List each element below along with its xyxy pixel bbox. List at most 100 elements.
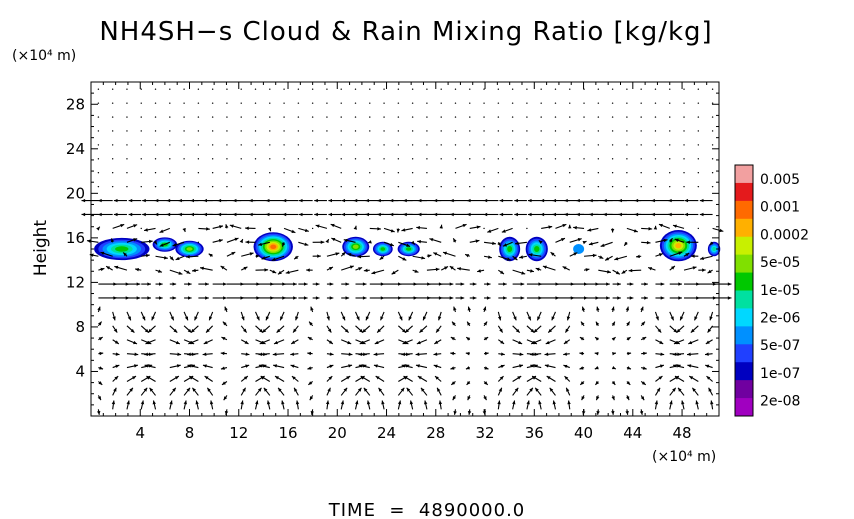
legend-swatch — [735, 200, 753, 220]
vector-dot — [426, 172, 428, 174]
wind-arrow-head — [222, 321, 227, 326]
vector-dot — [497, 116, 500, 118]
vector-dot — [426, 185, 428, 188]
wind-arrow-head — [450, 198, 454, 203]
vector-dot — [683, 185, 685, 188]
wind-arrow-head — [340, 400, 345, 405]
wind-arrow-head — [656, 387, 661, 392]
vector-dot — [440, 116, 442, 118]
vector-dot — [340, 172, 342, 174]
wind-arrow-head — [358, 352, 363, 357]
wind-arrow-head — [546, 376, 551, 380]
wind-arrow-head — [112, 316, 116, 321]
cloud-contour — [115, 246, 129, 252]
vector-dot — [526, 102, 528, 104]
wind-arrow-head — [644, 296, 648, 300]
wind-arrow-head — [450, 366, 455, 370]
vector-dot — [197, 185, 200, 188]
wind-arrow-head — [581, 396, 585, 401]
wind-arrow-head — [177, 352, 182, 357]
wind-arrow-head — [294, 387, 298, 392]
legend-swatch — [735, 362, 753, 381]
wind-arrow-head — [224, 306, 228, 311]
wind-arrow-head — [184, 316, 189, 321]
vector-dot — [240, 185, 242, 188]
vector-dot — [597, 102, 600, 104]
wind-arrow-head — [243, 376, 248, 380]
vector-dot — [183, 144, 185, 146]
wind-arrow-head — [359, 340, 364, 345]
wind-arrow-head — [341, 198, 346, 203]
wind-arrow-head — [415, 364, 420, 368]
x-tick-label: 12 — [229, 424, 248, 442]
vector-dot — [697, 144, 700, 146]
vector-dot — [111, 116, 114, 118]
wind-arrow-head — [294, 255, 299, 260]
wind-arrow-head — [96, 226, 100, 231]
wind-arrow-head — [96, 411, 101, 415]
wind-arrow-head — [694, 316, 698, 321]
wind-arrow-head — [438, 400, 443, 405]
wind-arrow-head — [655, 316, 659, 321]
wind-arrow-head — [245, 364, 250, 368]
vector-dot — [440, 88, 442, 90]
vector-dot — [211, 144, 214, 146]
wind-arrow-head — [626, 381, 631, 385]
vector-dot — [169, 158, 171, 160]
legend-label: 1e-05 — [760, 283, 800, 299]
wind-arrow-head — [477, 269, 481, 273]
wind-arrow-head — [579, 366, 584, 370]
vector-dot — [483, 227, 485, 230]
vector-dot — [297, 130, 300, 132]
vector-dot — [654, 130, 657, 132]
vector-dot — [197, 158, 200, 160]
vector-dot — [411, 185, 414, 188]
vector-dot — [526, 172, 528, 174]
wind-arrow-head — [314, 212, 318, 217]
vector-dot — [154, 102, 157, 104]
wind-arrow-head — [298, 198, 303, 203]
vector-dot — [111, 130, 114, 132]
vector-dot — [411, 116, 414, 118]
wind-arrow-head — [648, 227, 653, 231]
wind-arrow-head — [408, 316, 412, 321]
x-tick-label: 20 — [328, 424, 347, 442]
legend-swatch — [735, 326, 753, 345]
wind-arrow-head — [639, 410, 644, 415]
vector-dot — [454, 144, 457, 146]
wind-arrow-head — [629, 282, 634, 286]
vector-dot — [483, 116, 485, 118]
vector-dot — [240, 172, 242, 174]
wind-arrow-head — [291, 340, 296, 344]
wind-arrow-head — [670, 316, 674, 321]
vector-dot — [240, 102, 242, 104]
vector-dot — [697, 88, 700, 90]
legend-label: 2e-06 — [760, 311, 800, 327]
wind-arrow-head — [499, 376, 504, 380]
wind-arrow-head — [133, 340, 138, 345]
vector-dot — [183, 158, 185, 160]
wind-arrow-head — [611, 380, 616, 385]
vector-dot — [354, 88, 357, 90]
wind-arrow-head — [208, 316, 213, 321]
vector-dot — [483, 158, 485, 160]
wind-arrow-head — [642, 366, 647, 370]
wind-arrow-head — [353, 212, 358, 217]
wind-arrow-head — [278, 387, 282, 392]
wind-arrow-head — [402, 340, 407, 345]
y-tick-label: 28 — [66, 95, 85, 113]
wind-arrow-head — [135, 267, 139, 272]
wind-arrow-head — [377, 227, 381, 231]
vector-dot — [397, 88, 400, 90]
wind-arrow-head — [453, 410, 457, 415]
legend-swatch — [735, 218, 753, 238]
wind-arrow-head — [153, 240, 157, 245]
wind-arrow-head — [249, 212, 253, 217]
vector-dot — [154, 88, 157, 90]
vector-dot — [126, 172, 128, 174]
vector-dot — [683, 116, 685, 118]
vector-dot — [97, 102, 100, 104]
vector-dot — [369, 102, 371, 104]
wind-arrow-head — [329, 296, 334, 300]
wind-arrow-head — [265, 212, 270, 217]
